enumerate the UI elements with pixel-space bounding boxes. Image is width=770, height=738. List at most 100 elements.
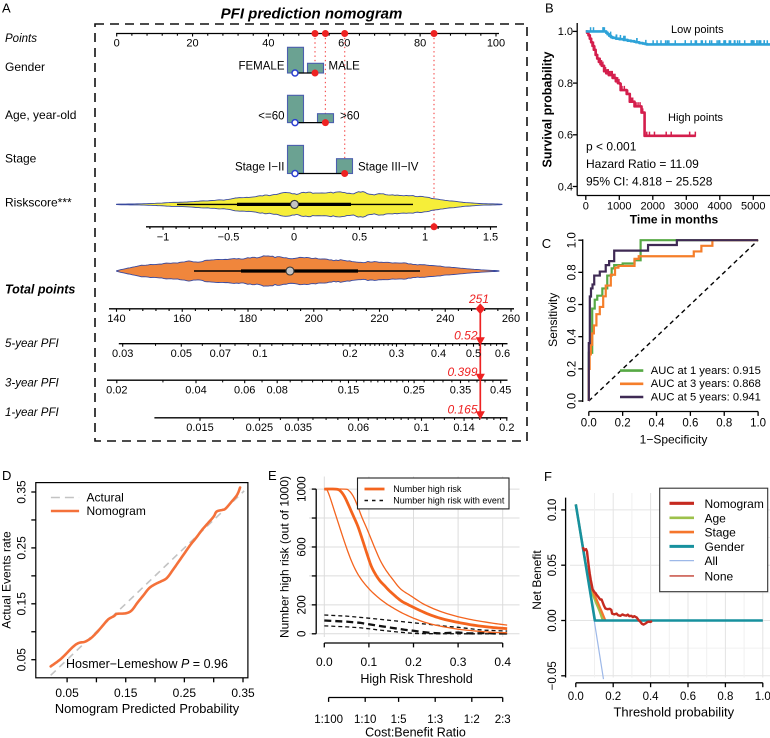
svg-text:0.1: 0.1 bbox=[414, 422, 429, 434]
svg-text:0.25: 0.25 bbox=[173, 686, 197, 700]
svg-text:p < 0.001: p < 0.001 bbox=[586, 140, 637, 154]
svg-text:0.15: 0.15 bbox=[338, 385, 359, 397]
svg-text:0.25: 0.25 bbox=[15, 536, 29, 560]
svg-text:100: 100 bbox=[487, 38, 505, 50]
svg-text:Hosmer−Lemeshow P = 0.96: Hosmer−Lemeshow P = 0.96 bbox=[66, 657, 228, 671]
svg-text:Age: Age bbox=[705, 511, 727, 525]
svg-text:FEMALE: FEMALE bbox=[238, 61, 284, 73]
svg-text:Time in months: Time in months bbox=[630, 213, 719, 227]
svg-text:0.6: 0.6 bbox=[680, 691, 696, 703]
svg-text:B: B bbox=[545, 1, 554, 16]
svg-text:None: None bbox=[705, 569, 734, 583]
svg-text:0.3: 0.3 bbox=[450, 655, 467, 669]
svg-text:1:2: 1:2 bbox=[464, 714, 480, 726]
svg-text:Stage I−II: Stage I−II bbox=[235, 162, 285, 174]
svg-text:220: 220 bbox=[370, 313, 388, 325]
svg-text:Nomogram: Nomogram bbox=[87, 504, 146, 518]
svg-text:Number high risk: Number high risk bbox=[393, 484, 462, 494]
svg-text:A: A bbox=[2, 1, 11, 16]
svg-text:Gender: Gender bbox=[705, 540, 745, 554]
svg-text:80: 80 bbox=[414, 38, 426, 50]
svg-text:0: 0 bbox=[583, 201, 589, 213]
svg-text:0.165: 0.165 bbox=[447, 403, 477, 417]
svg-text:0.0: 0.0 bbox=[581, 418, 597, 430]
svg-text:AUC at 5 years: 0.941: AUC at 5 years: 0.941 bbox=[651, 391, 761, 403]
svg-text:251: 251 bbox=[468, 292, 489, 306]
svg-text:Age, year-old: Age, year-old bbox=[5, 108, 76, 122]
svg-text:Actual Events rate: Actual Events rate bbox=[0, 531, 14, 629]
svg-text:Survival probability: Survival probability bbox=[541, 51, 555, 167]
svg-text:140: 140 bbox=[107, 313, 125, 325]
svg-text:0.4: 0.4 bbox=[494, 655, 511, 669]
svg-text:AUC at 1 years: 0.915: AUC at 1 years: 0.915 bbox=[651, 365, 761, 377]
svg-text:0: 0 bbox=[114, 38, 120, 50]
svg-text:0.04: 0.04 bbox=[185, 385, 206, 397]
svg-text:0.25: 0.25 bbox=[403, 385, 424, 397]
svg-text:1000: 1000 bbox=[607, 201, 631, 213]
svg-text:1.0: 1.0 bbox=[750, 418, 766, 430]
svg-text:Net Benefit: Net Benefit bbox=[530, 550, 544, 610]
svg-text:Number high risk with event: Number high risk with event bbox=[393, 495, 505, 505]
svg-text:E: E bbox=[268, 468, 277, 483]
svg-text:Stage: Stage bbox=[5, 152, 37, 166]
svg-text:5000: 5000 bbox=[741, 201, 765, 213]
svg-text:0.0: 0.0 bbox=[568, 691, 584, 703]
svg-text:Total points: Total points bbox=[5, 283, 75, 297]
svg-text:240: 240 bbox=[436, 313, 454, 325]
svg-text:1:5: 1:5 bbox=[391, 714, 407, 726]
svg-text:0.14: 0.14 bbox=[453, 422, 474, 434]
svg-text:−0.5: −0.5 bbox=[218, 232, 240, 244]
svg-text:0.05: 0.05 bbox=[15, 648, 29, 672]
svg-text:Number high risk (out of 1000): Number high risk (out of 1000) bbox=[278, 476, 292, 638]
svg-text:Nomogram: Nomogram bbox=[705, 497, 764, 511]
svg-text:<=60: <=60 bbox=[258, 111, 284, 123]
svg-text:Points: Points bbox=[5, 33, 37, 45]
svg-text:0.2: 0.2 bbox=[615, 418, 631, 430]
svg-text:−0.05: −0.05 bbox=[547, 661, 559, 690]
svg-text:95% CI: 4.818 − 25.528: 95% CI: 4.818 − 25.528 bbox=[586, 175, 713, 189]
svg-text:0.3: 0.3 bbox=[389, 348, 404, 360]
svg-text:Nomogram Predicted Probability: Nomogram Predicted Probability bbox=[55, 701, 240, 716]
svg-text:0.5: 0.5 bbox=[466, 348, 481, 360]
svg-text:AUC at 3 years: 0.868: AUC at 3 years: 0.868 bbox=[651, 378, 761, 390]
svg-text:200: 200 bbox=[305, 313, 323, 325]
svg-text:0.00: 0.00 bbox=[547, 609, 559, 631]
svg-text:1: 1 bbox=[422, 232, 428, 244]
svg-text:High points: High points bbox=[668, 112, 724, 124]
svg-text:0.0: 0.0 bbox=[316, 655, 333, 669]
svg-text:0.6: 0.6 bbox=[682, 418, 698, 430]
svg-text:0.05: 0.05 bbox=[547, 554, 559, 576]
svg-text:0: 0 bbox=[297, 631, 309, 637]
svg-text:>60: >60 bbox=[340, 111, 360, 123]
svg-text:0.08: 0.08 bbox=[266, 385, 287, 397]
svg-text:0.015: 0.015 bbox=[186, 422, 214, 434]
svg-text:40: 40 bbox=[262, 38, 274, 50]
svg-text:F: F bbox=[544, 469, 552, 484]
svg-text:20: 20 bbox=[186, 38, 198, 50]
svg-text:0.1: 0.1 bbox=[361, 655, 378, 669]
svg-text:0.15: 0.15 bbox=[15, 592, 29, 616]
svg-text:1.5: 1.5 bbox=[483, 232, 498, 244]
svg-text:0.025: 0.025 bbox=[246, 422, 274, 434]
svg-text:1:10: 1:10 bbox=[354, 714, 376, 726]
svg-text:D: D bbox=[2, 468, 11, 483]
svg-text:C: C bbox=[542, 236, 551, 251]
svg-text:0.03: 0.03 bbox=[112, 348, 133, 360]
svg-text:4000: 4000 bbox=[708, 201, 732, 213]
svg-text:Sensitivity: Sensitivity bbox=[546, 293, 560, 347]
svg-text:180: 180 bbox=[239, 313, 257, 325]
svg-text:0.8: 0.8 bbox=[717, 691, 733, 703]
svg-text:0.15: 0.15 bbox=[114, 686, 138, 700]
svg-text:PFI prediction nomogram: PFI prediction nomogram bbox=[221, 6, 403, 23]
svg-text:1:100: 1:100 bbox=[314, 714, 343, 726]
svg-text:1.0: 1.0 bbox=[567, 232, 579, 248]
svg-text:0.0: 0.0 bbox=[567, 393, 579, 409]
svg-text:Gender: Gender bbox=[5, 60, 45, 74]
svg-text:0: 0 bbox=[291, 232, 297, 244]
svg-text:0.8: 0.8 bbox=[716, 418, 732, 430]
svg-text:260: 260 bbox=[502, 313, 520, 325]
svg-text:0.05: 0.05 bbox=[55, 686, 79, 700]
svg-text:Riskscore***: Riskscore*** bbox=[5, 196, 72, 210]
svg-text:0.6: 0.6 bbox=[495, 348, 510, 360]
svg-text:MALE: MALE bbox=[329, 61, 361, 73]
